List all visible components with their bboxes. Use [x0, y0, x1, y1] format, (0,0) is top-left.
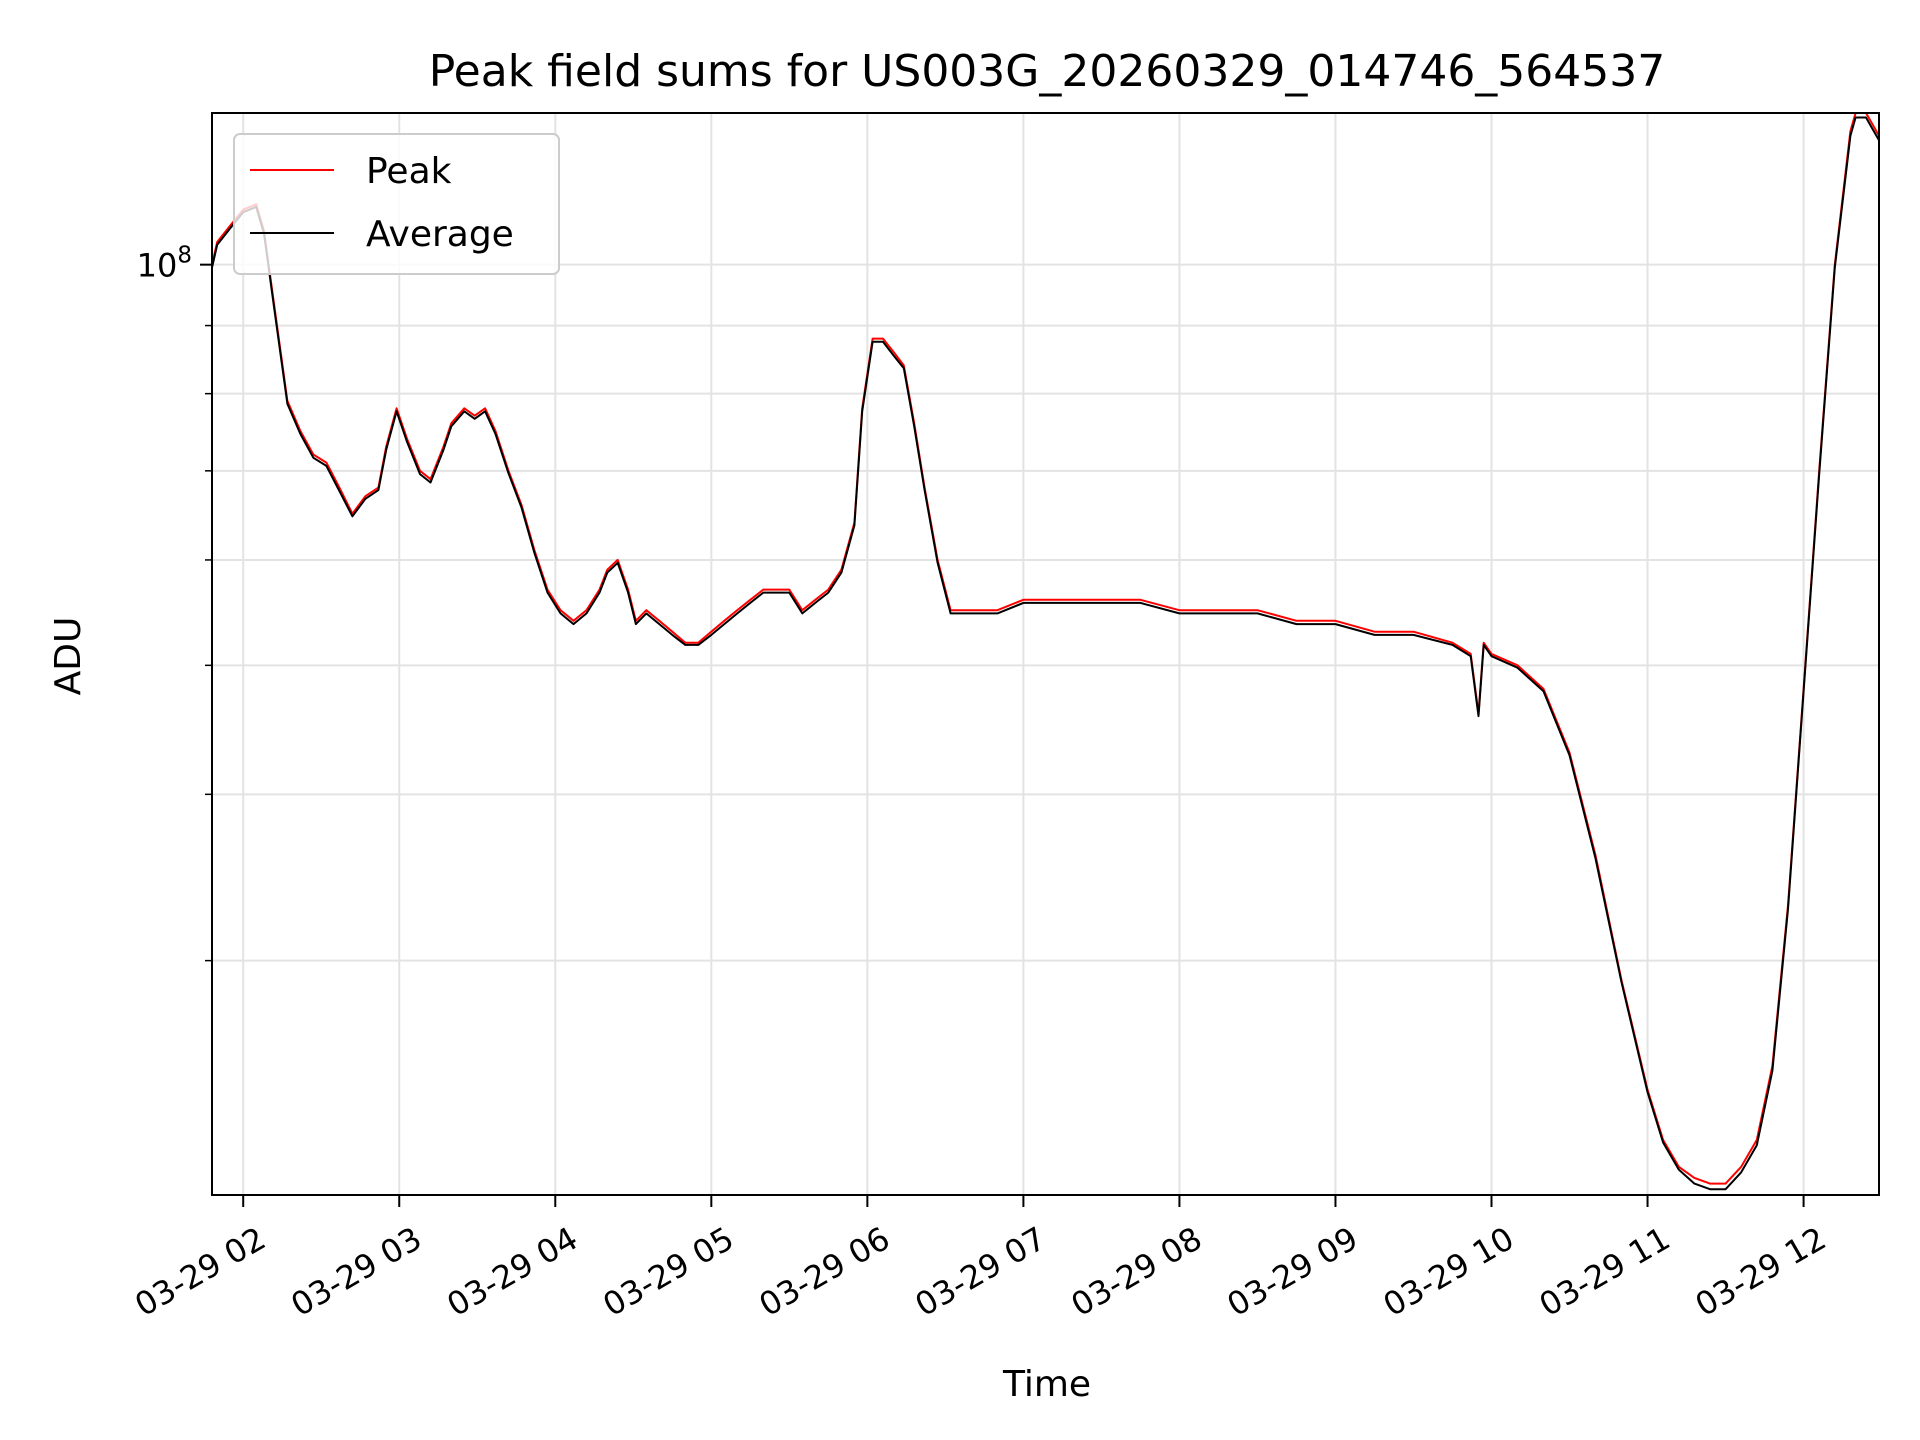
plot-frame	[211, 112, 1880, 1196]
series-lines	[211, 112, 1880, 1191]
series-line-average	[211, 116, 1880, 1191]
legend-label-average: Average	[366, 214, 514, 255]
chart-title: Peak field sums for US003G_20260329_0147…	[429, 46, 1666, 97]
legend: Peak Average	[233, 133, 560, 275]
y-axis-label: ADU	[48, 617, 89, 696]
grid	[212, 113, 1879, 1195]
y-tick-label: 108	[137, 243, 192, 285]
legend-label-peak: Peak	[366, 151, 452, 192]
x-axis-label: Time	[1002, 1364, 1091, 1405]
